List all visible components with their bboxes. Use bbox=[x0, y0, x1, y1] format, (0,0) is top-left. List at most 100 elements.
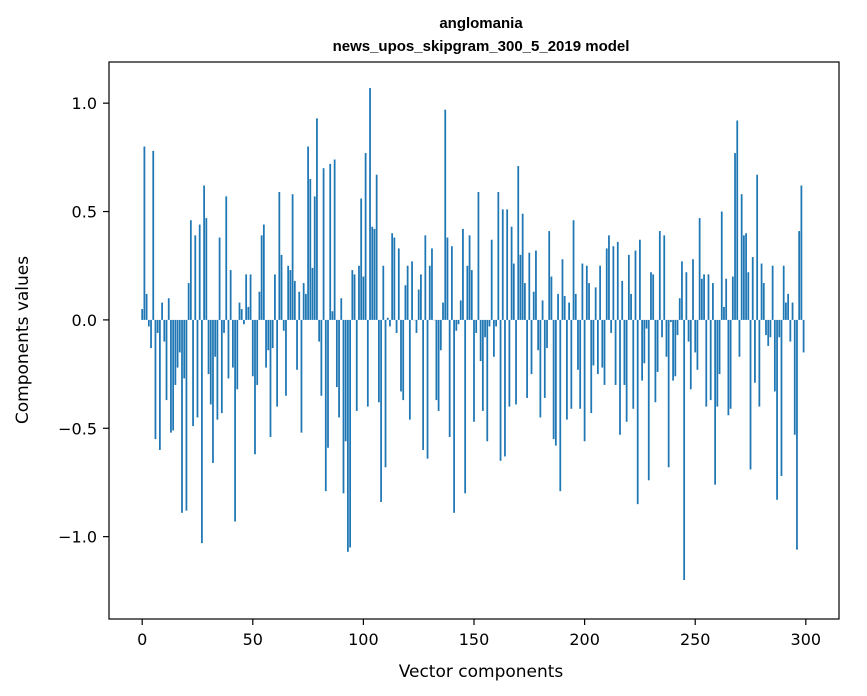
bar-221 bbox=[630, 293, 632, 320]
bar-270 bbox=[738, 319, 741, 357]
bar-91 bbox=[342, 319, 345, 494]
bar-68 bbox=[291, 194, 294, 320]
bar-35 bbox=[218, 237, 221, 320]
bar-108 bbox=[380, 319, 382, 502]
bar-127 bbox=[422, 319, 425, 450]
bar-231 bbox=[652, 274, 655, 320]
bar-98 bbox=[358, 265, 360, 320]
bar-271 bbox=[740, 194, 743, 320]
bar-47 bbox=[245, 274, 248, 320]
bar-274 bbox=[747, 272, 750, 320]
bar-232 bbox=[654, 319, 657, 403]
bar-63 bbox=[280, 254, 283, 320]
bar-103 bbox=[369, 88, 371, 320]
bar-136 bbox=[442, 302, 444, 320]
bar-280 bbox=[760, 263, 763, 320]
bar-13 bbox=[170, 319, 172, 433]
bar-295 bbox=[793, 319, 796, 435]
bar-160 bbox=[495, 319, 498, 327]
bar-93 bbox=[347, 319, 349, 552]
bar-126 bbox=[420, 274, 422, 320]
bar-157 bbox=[488, 319, 491, 327]
bar-125 bbox=[417, 289, 420, 320]
bar-87 bbox=[333, 159, 336, 320]
bar-60 bbox=[274, 274, 276, 320]
bar-159 bbox=[493, 319, 495, 357]
bar-185 bbox=[550, 276, 553, 320]
bar-191 bbox=[563, 296, 566, 320]
bar-6 bbox=[154, 319, 157, 440]
bar-194 bbox=[570, 319, 573, 409]
bar-207 bbox=[599, 265, 601, 320]
bar-193 bbox=[568, 302, 571, 320]
bar-195 bbox=[572, 220, 575, 320]
bar-70 bbox=[296, 319, 298, 370]
bar-290 bbox=[782, 265, 785, 320]
bar-134 bbox=[437, 319, 440, 411]
x-tick-label: 0 bbox=[137, 630, 147, 649]
bar-244 bbox=[681, 261, 683, 320]
bar-182 bbox=[543, 319, 546, 398]
bar-296 bbox=[796, 319, 798, 550]
bar-107 bbox=[377, 319, 380, 403]
bar-224 bbox=[636, 319, 639, 505]
bar-79 bbox=[316, 118, 318, 320]
bar-248 bbox=[689, 319, 692, 390]
bar-33 bbox=[214, 319, 217, 357]
bar-175 bbox=[528, 252, 531, 320]
bar-45 bbox=[240, 309, 243, 320]
bar-187 bbox=[554, 319, 557, 446]
bar-109 bbox=[382, 265, 385, 320]
bar-0 bbox=[141, 309, 144, 320]
bar-258 bbox=[712, 283, 714, 320]
bar-115 bbox=[395, 319, 398, 333]
bar-104 bbox=[371, 226, 374, 320]
bar-118 bbox=[402, 319, 405, 401]
bar-21 bbox=[187, 283, 190, 320]
bar-208 bbox=[601, 319, 604, 368]
bar-261 bbox=[718, 319, 721, 375]
bar-5 bbox=[152, 150, 155, 320]
bar-43 bbox=[236, 319, 239, 390]
bar-3 bbox=[147, 319, 150, 327]
y-tick-label: 0.5 bbox=[72, 203, 97, 222]
bar-22 bbox=[189, 220, 192, 320]
bar-83 bbox=[324, 319, 327, 492]
bar-212 bbox=[610, 319, 613, 333]
bar-36 bbox=[220, 319, 223, 414]
bar-142 bbox=[455, 319, 458, 331]
y-tick-label: 1.0 bbox=[72, 94, 97, 113]
chart-title-line-1: anglomania bbox=[439, 15, 523, 32]
bar-204 bbox=[592, 319, 595, 366]
bar-279 bbox=[758, 319, 761, 407]
bar-67 bbox=[289, 270, 292, 320]
bar-166 bbox=[508, 319, 511, 407]
bar-117 bbox=[400, 319, 402, 392]
bar-237 bbox=[665, 319, 668, 357]
bar-202 bbox=[588, 283, 590, 320]
bar-114 bbox=[393, 237, 396, 320]
bar-2 bbox=[145, 293, 148, 320]
bar-299 bbox=[802, 319, 805, 353]
bar-216 bbox=[619, 319, 621, 435]
bar-31 bbox=[209, 319, 212, 405]
bar-90 bbox=[340, 298, 343, 320]
bar-50 bbox=[251, 319, 254, 377]
bar-167 bbox=[510, 226, 513, 320]
bar-133 bbox=[435, 319, 438, 401]
bar-100 bbox=[362, 276, 365, 320]
bar-34 bbox=[216, 319, 219, 420]
bar-254 bbox=[703, 274, 705, 320]
bar-49 bbox=[249, 274, 252, 320]
bar-111 bbox=[386, 317, 389, 320]
bar-37 bbox=[223, 319, 225, 333]
bar-291 bbox=[785, 302, 787, 320]
bar-246 bbox=[685, 272, 688, 320]
bar-293 bbox=[789, 319, 792, 342]
bar-56 bbox=[265, 319, 267, 368]
bar-38 bbox=[225, 196, 228, 320]
bar-144 bbox=[459, 300, 462, 320]
bar-292 bbox=[787, 293, 790, 320]
bar-85 bbox=[329, 163, 332, 320]
bar-245 bbox=[683, 319, 686, 580]
